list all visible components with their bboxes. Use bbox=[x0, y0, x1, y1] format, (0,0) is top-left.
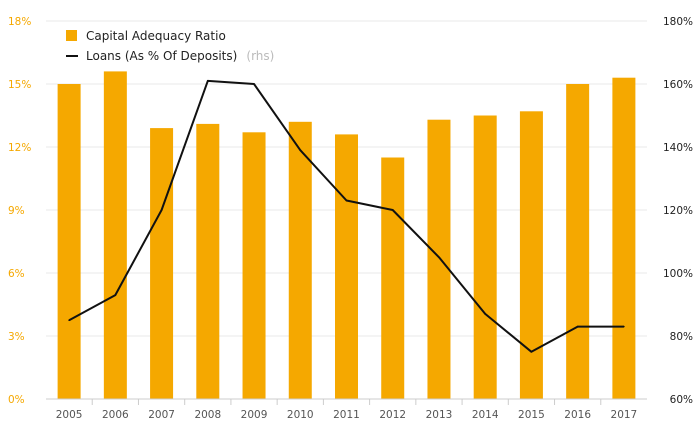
bar bbox=[381, 157, 405, 399]
legend-line-suffix: (rhs) bbox=[246, 49, 274, 63]
line-point bbox=[68, 319, 70, 322]
x-tick-label: 2016 bbox=[564, 409, 591, 421]
x-axis: 2005 2006 2007 2008 2009 2010 2011 2012 2013 2014… bbox=[46, 398, 647, 421]
x-tick-label: 2013 bbox=[426, 409, 453, 421]
x-tick-label: 2011 bbox=[333, 409, 360, 421]
line-point bbox=[484, 313, 486, 315]
legend: Capital Adequacy Ratio Loans (As % Of De… bbox=[66, 29, 274, 64]
left-axis: 0% 3% 6% 9% 12% 15% 18% bbox=[8, 16, 31, 406]
x-tick-label: 2012 bbox=[379, 409, 406, 421]
x-tick-label: 2009 bbox=[241, 409, 268, 421]
line-series bbox=[68, 79, 625, 353]
x-tick-label: 2005 bbox=[56, 409, 83, 421]
bar bbox=[612, 77, 636, 399]
bar bbox=[242, 132, 266, 400]
left-tick-label: 9% bbox=[8, 205, 25, 217]
x-tick-label: 2006 bbox=[102, 409, 129, 421]
line-point bbox=[530, 350, 533, 353]
line-point bbox=[345, 199, 348, 202]
bar bbox=[519, 111, 543, 400]
right-tick-label: 80% bbox=[670, 331, 693, 343]
right-tick-label: 160% bbox=[663, 79, 693, 91]
x-tick-label: 2007 bbox=[148, 409, 175, 421]
right-tick-label: 140% bbox=[663, 142, 693, 154]
bar bbox=[288, 121, 312, 400]
right-tick-label: 100% bbox=[663, 268, 693, 280]
left-tick-label: 18% bbox=[8, 16, 31, 28]
x-tick-label: 2014 bbox=[472, 409, 499, 421]
bar bbox=[196, 123, 220, 400]
line-point bbox=[623, 325, 625, 328]
line-point bbox=[253, 83, 255, 85]
bar bbox=[150, 128, 174, 399]
line-point bbox=[114, 294, 117, 296]
bar bbox=[103, 71, 127, 400]
line-point bbox=[299, 149, 302, 151]
bar bbox=[566, 84, 590, 399]
legend-line-label: Loans (As % Of Deposits) bbox=[86, 49, 237, 63]
left-tick-label: 3% bbox=[8, 331, 25, 343]
x-tick-label: 2010 bbox=[287, 409, 314, 421]
bar bbox=[473, 115, 497, 399]
left-tick-label: 0% bbox=[8, 394, 25, 406]
right-tick-label: 120% bbox=[663, 205, 693, 217]
legend-line-text: Loans (As % Of Deposits) (rhs) bbox=[86, 45, 274, 64]
bar bbox=[57, 84, 81, 399]
x-tick-label: 2008 bbox=[194, 409, 221, 421]
bar-series bbox=[57, 71, 636, 400]
bar bbox=[335, 134, 358, 399]
bar bbox=[427, 119, 451, 399]
line-point bbox=[438, 256, 440, 259]
legend-bar-label: Capital Adequacy Ratio bbox=[86, 29, 226, 43]
legend-bar-swatch bbox=[66, 30, 77, 41]
line-point bbox=[391, 209, 394, 211]
x-tick-label: 2015 bbox=[518, 409, 545, 421]
x-tick-label: 2017 bbox=[611, 409, 638, 421]
line-point bbox=[576, 325, 579, 328]
left-tick-label: 12% bbox=[8, 142, 31, 154]
left-tick-label: 15% bbox=[8, 79, 31, 91]
right-tick-label: 180% bbox=[663, 16, 693, 28]
right-axis: 60% 80% 100% 120% 140% 160% 180% bbox=[663, 16, 693, 406]
right-tick-label: 60% bbox=[670, 394, 693, 406]
line-point bbox=[160, 209, 163, 211]
left-tick-label: 6% bbox=[8, 268, 25, 280]
line-point bbox=[207, 80, 209, 82]
